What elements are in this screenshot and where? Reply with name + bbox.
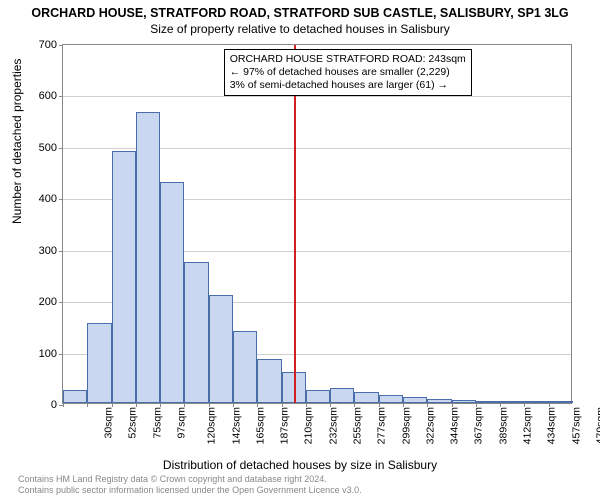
annotation-box: ORCHARD HOUSE STRATFORD ROAD: 243sqm← 97…	[224, 49, 472, 96]
footer-attribution: Contains HM Land Registry data © Crown c…	[18, 474, 362, 496]
annotation-line3: 3% of semi-detached houses are larger (6…	[230, 79, 466, 92]
xtick	[500, 403, 501, 407]
histogram-bar	[500, 401, 524, 403]
gridline	[63, 96, 571, 97]
histogram-bar	[524, 401, 548, 403]
histogram-bar	[330, 388, 354, 403]
ytick-label: 200	[39, 296, 63, 308]
ytick-label: 600	[39, 90, 63, 102]
page-title: ORCHARD HOUSE, STRATFORD ROAD, STRATFORD…	[0, 0, 600, 20]
xtick-label: 389sqm	[497, 407, 509, 444]
xtick	[524, 403, 525, 407]
page-subtitle: Size of property relative to detached ho…	[0, 20, 600, 36]
plot-region: 010020030040050060070030sqm52sqm75sqm97s…	[62, 44, 572, 404]
histogram-bar	[184, 262, 208, 403]
histogram-bar	[160, 182, 184, 403]
xtick	[136, 403, 137, 407]
xtick	[282, 403, 283, 407]
xtick	[306, 403, 307, 407]
xtick	[549, 403, 550, 407]
xtick	[87, 403, 88, 407]
xtick-label: 52sqm	[127, 407, 139, 439]
xtick	[257, 403, 258, 407]
annotation-line1: ORCHARD HOUSE STRATFORD ROAD: 243sqm	[230, 53, 466, 66]
xtick-label: 75sqm	[151, 407, 163, 439]
footer-line1: Contains HM Land Registry data © Crown c…	[18, 474, 362, 485]
ytick-label: 0	[51, 399, 63, 411]
xtick	[354, 403, 355, 407]
footer-line2: Contains public sector information licen…	[18, 485, 362, 496]
xtick-label: 299sqm	[400, 407, 412, 444]
xtick-label: 344sqm	[449, 407, 461, 444]
histogram-bar	[87, 323, 111, 403]
xtick-label: 210sqm	[303, 407, 315, 444]
x-axis-label: Distribution of detached houses by size …	[0, 458, 600, 472]
ytick-label: 700	[39, 39, 63, 51]
histogram-bar	[257, 359, 281, 403]
xtick	[233, 403, 234, 407]
histogram-bar	[379, 395, 403, 403]
xtick	[160, 403, 161, 407]
xtick-label: 255sqm	[351, 407, 363, 444]
histogram-bar	[306, 390, 330, 403]
xtick	[427, 403, 428, 407]
xtick-label: 187sqm	[279, 407, 291, 444]
xtick-label: 120sqm	[206, 407, 218, 444]
histogram-bar	[476, 401, 500, 403]
xtick-label: 434sqm	[546, 407, 558, 444]
xtick	[112, 403, 113, 407]
xtick-label: 97sqm	[176, 407, 188, 439]
histogram-bar	[452, 400, 476, 403]
annotation-line2: ← 97% of detached houses are smaller (2,…	[230, 66, 466, 79]
histogram-bar	[403, 397, 427, 403]
histogram-bar	[209, 295, 233, 403]
ytick-label: 300	[39, 245, 63, 257]
histogram-bar	[233, 331, 257, 403]
xtick-label: 367sqm	[473, 407, 485, 444]
xtick-label: 232sqm	[327, 407, 339, 444]
reference-vline	[294, 45, 296, 403]
ytick-label: 500	[39, 142, 63, 154]
xtick	[209, 403, 210, 407]
xtick-label: 277sqm	[376, 407, 388, 444]
xtick	[452, 403, 453, 407]
histogram-bar	[63, 390, 87, 403]
xtick	[330, 403, 331, 407]
histogram-bar	[354, 392, 378, 403]
xtick-label: 479sqm	[594, 407, 600, 444]
xtick	[379, 403, 380, 407]
ytick-label: 100	[39, 348, 63, 360]
xtick	[476, 403, 477, 407]
y-axis-label: Number of detached properties	[10, 59, 24, 224]
xtick-label: 457sqm	[570, 407, 582, 444]
histogram-bar	[112, 151, 136, 403]
xtick-label: 322sqm	[424, 407, 436, 444]
histogram-bar	[427, 399, 451, 403]
xtick-label: 30sqm	[103, 407, 115, 439]
xtick-label: 412sqm	[521, 407, 533, 444]
xtick	[403, 403, 404, 407]
histogram-bar	[549, 401, 573, 403]
xtick-label: 165sqm	[254, 407, 266, 444]
ytick-label: 400	[39, 193, 63, 205]
xtick-label: 142sqm	[230, 407, 242, 444]
xtick	[184, 403, 185, 407]
histogram-chart: 010020030040050060070030sqm52sqm75sqm97s…	[62, 44, 572, 404]
xtick	[63, 403, 64, 407]
histogram-bar	[136, 112, 160, 403]
